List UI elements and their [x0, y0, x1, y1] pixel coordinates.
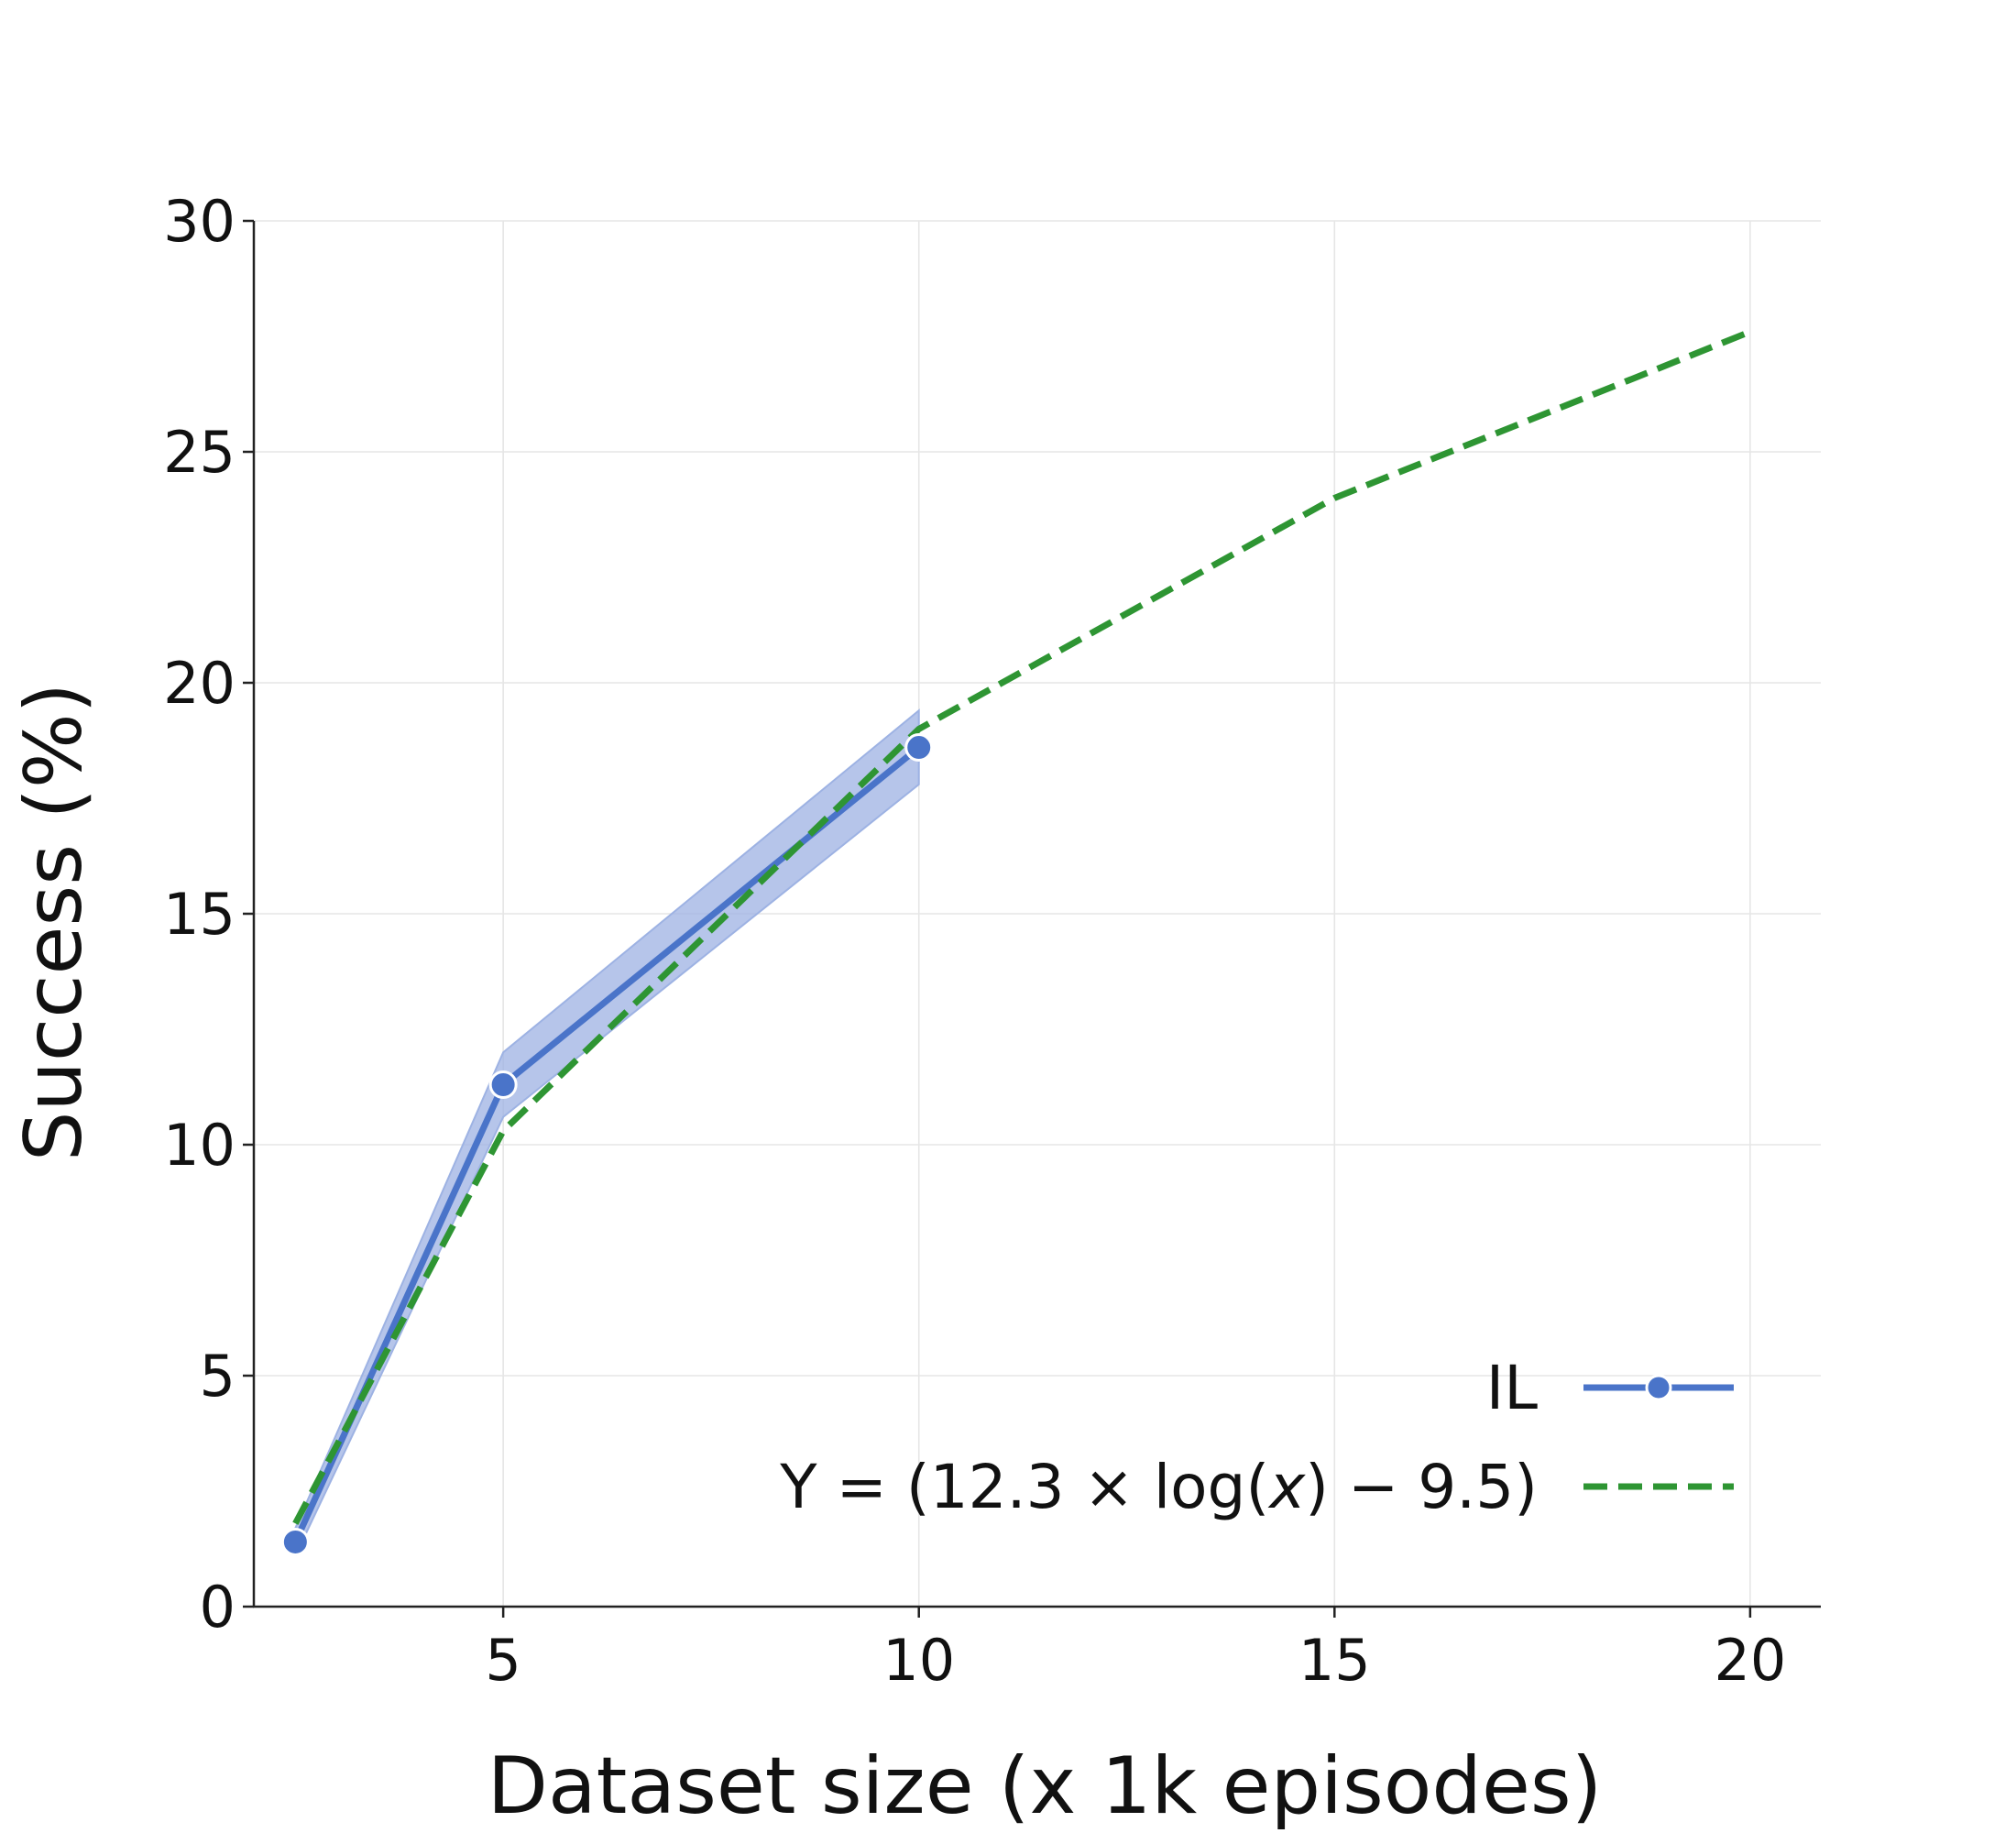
il-confidence-band [294, 708, 920, 1556]
data-point-il [280, 1527, 310, 1556]
y-tick-label: 0 [200, 1574, 236, 1641]
marker-layer [280, 733, 934, 1556]
legend-label-fit: Y = (12.3 × log(x) − 9.5) [779, 1452, 1538, 1522]
y-tick-label: 25 [163, 419, 236, 486]
x-tick-label: 15 [1298, 1627, 1371, 1694]
legend-label-il: IL [1486, 1353, 1538, 1423]
ticks: 5 10 15 20 0 5 10 15 20 25 30 [163, 188, 1786, 1694]
x-axis-title: Dataset size (x 1k episodes) [488, 1740, 1603, 1832]
legend-fit-part-3: x [1267, 1452, 1306, 1522]
x-tick-label: 5 [485, 1627, 520, 1694]
legend-swatch-il-marker [1645, 1374, 1672, 1401]
series-line-fit [292, 328, 1752, 1525]
x-tick-label: 10 [882, 1627, 955, 1694]
legend: IL Y = (12.3 × log(x) − 9.5) [779, 1353, 1734, 1522]
legend-fit-part-2: × log( [1065, 1452, 1270, 1522]
y-tick-label: 15 [163, 881, 236, 948]
il-band-layer [294, 708, 920, 1556]
y-tick-label: 10 [163, 1112, 236, 1179]
y-tick-label: 5 [200, 1343, 236, 1410]
x-tick-label: 20 [1714, 1627, 1786, 1694]
grid [254, 220, 1821, 1608]
data-point-il [904, 733, 934, 763]
legend-fit-part-4: ) − 9.5) [1305, 1452, 1538, 1522]
y-axis-title: Success (%) [8, 683, 100, 1161]
y-tick-label: 20 [163, 650, 236, 717]
legend-fit-part-1: Y = (12.3 [779, 1452, 1064, 1522]
y-tick-label: 30 [163, 188, 236, 255]
data-point-il [488, 1070, 518, 1099]
